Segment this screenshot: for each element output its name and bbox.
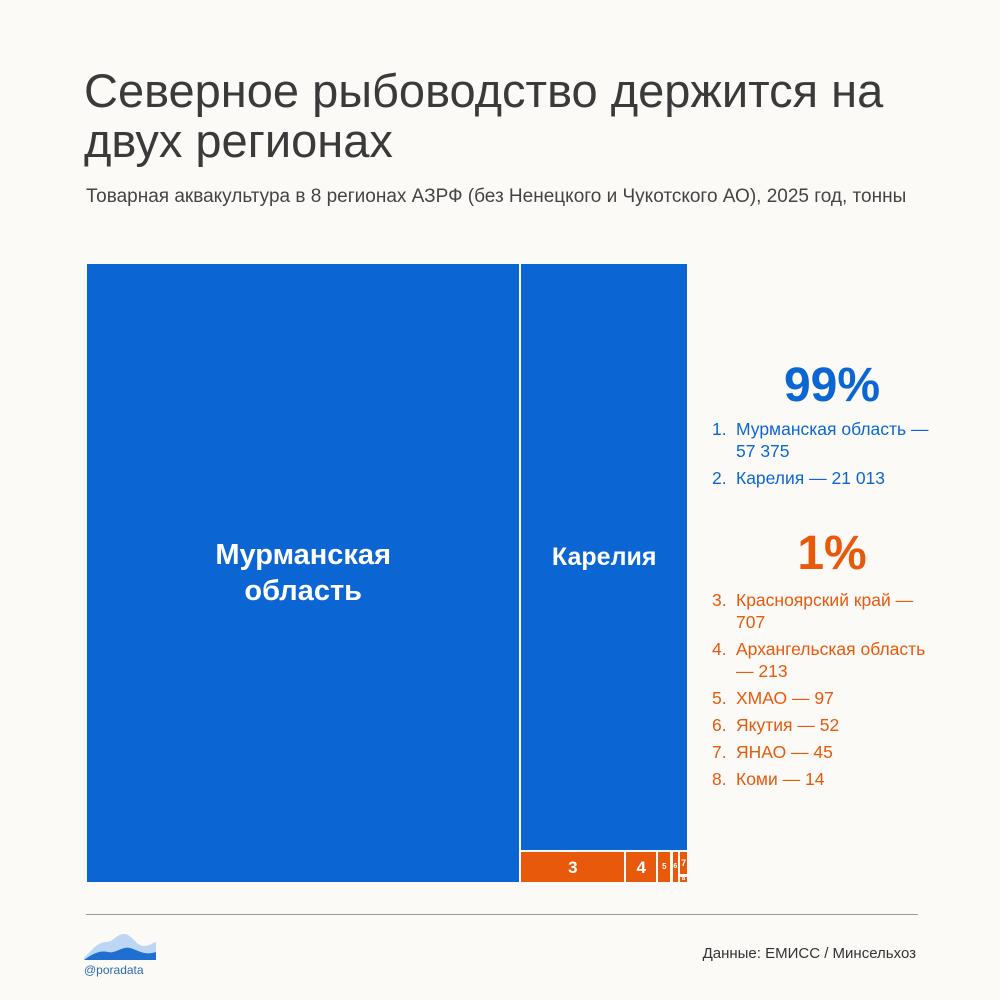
brand-logo: @poradata	[84, 928, 156, 977]
brand-handle: @poradata	[84, 963, 144, 977]
treemap-cell-2: Карелия	[520, 263, 688, 852]
major-share-percent: 99%	[783, 359, 881, 412]
list-item: 2. Карелия — 21 013	[712, 468, 886, 488]
list-item: 7. ЯНАО — 45	[712, 742, 833, 762]
treemap-cell-5: 5	[657, 851, 672, 883]
minor-share-percent: 1%	[797, 527, 867, 580]
list-item: 6. Якутия — 52	[712, 715, 840, 735]
treemap-label-3: 3	[568, 857, 578, 877]
treemap-cell-4: 4	[625, 851, 658, 883]
treemap-label-7: 7	[681, 857, 687, 868]
treemap-label-4: 4	[636, 857, 646, 877]
footer-divider	[86, 914, 918, 915]
treemap-cell-1: Мурманская область	[86, 263, 521, 883]
list-item: 8. Коми — 14	[712, 769, 825, 789]
chart-title: Северное рыбоводство держится на двух ре…	[84, 64, 884, 167]
data-source: Данные: ЕМИСС / Минсельхоз	[702, 945, 916, 962]
treemap-label-6: 6	[673, 862, 678, 870]
chart-subtitle: Товарная аквакультура в 8 регионах АЗРФ …	[86, 186, 907, 207]
waves-logo-icon	[84, 934, 156, 960]
list-item: 4. Архангельская область — 213	[712, 639, 926, 681]
list-item: 5. ХМАО — 97	[712, 688, 834, 708]
treemap-cell-7: 7	[679, 851, 688, 876]
treemap-cell-6: 6	[671, 851, 680, 883]
treemap: Мурманская область Карелия 3 4 5 6 7 8	[86, 263, 688, 883]
treemap-label-2: Карелия	[551, 542, 657, 571]
treemap-label-8: 8	[681, 875, 686, 882]
list-item: 1. Мурманская область — 57 375	[712, 419, 929, 461]
treemap-label-5: 5	[662, 862, 667, 872]
treemap-cell-3: 3	[520, 851, 626, 883]
major-regions-list: 1. Мурманская область — 57 375 2. Карелия …	[712, 418, 932, 494]
treemap-cell-8: 8	[679, 875, 688, 883]
treemap-label-1: Мурманская область	[215, 538, 391, 607]
list-item: 3. Красноярский край — 707	[712, 590, 914, 632]
minor-regions-list: 3. Красноярский край — 707 4. Архангельска…	[712, 589, 932, 795]
